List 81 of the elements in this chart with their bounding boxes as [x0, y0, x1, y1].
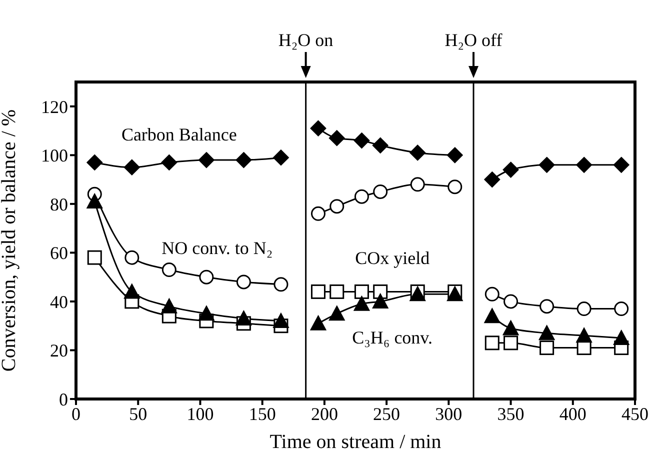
- point: [310, 315, 326, 330]
- x-tick-label: 50: [129, 404, 148, 424]
- point: [198, 306, 214, 321]
- point: [330, 199, 344, 214]
- y-tick-label: 60: [50, 243, 68, 264]
- point: [540, 340, 554, 356]
- point: [502, 162, 519, 178]
- point: [576, 302, 592, 316]
- point: [124, 250, 140, 265]
- point: [538, 156, 555, 173]
- series-label: NO conv. to N₂: [162, 238, 273, 258]
- y-tick-label: 40: [50, 292, 68, 312]
- point: [354, 189, 369, 204]
- point: [272, 150, 289, 166]
- point: [272, 312, 289, 328]
- point: [162, 262, 176, 278]
- point: [86, 154, 103, 170]
- point: [124, 284, 140, 299]
- point: [124, 159, 140, 176]
- point: [448, 180, 462, 194]
- y-tick-label: 100: [41, 146, 68, 166]
- point: [540, 299, 554, 314]
- point: [372, 293, 388, 308]
- point: [161, 154, 178, 170]
- point: [576, 328, 592, 343]
- point: [310, 120, 326, 136]
- y-tick-label: 0: [59, 389, 68, 410]
- point: [613, 330, 630, 346]
- point: [502, 320, 519, 336]
- point: [484, 308, 500, 324]
- x-tick-label: 400: [559, 404, 586, 424]
- point: [330, 284, 344, 299]
- point: [354, 132, 370, 149]
- point: [484, 172, 500, 188]
- point: [236, 152, 252, 168]
- x-tick-label: 450: [622, 404, 648, 424]
- ref-line-label: H₂O off: [444, 30, 502, 50]
- point: [161, 298, 178, 314]
- point: [484, 286, 500, 302]
- x-tick-label: 100: [186, 404, 214, 424]
- point: [86, 193, 103, 208]
- point: [354, 296, 370, 311]
- point: [87, 250, 102, 265]
- point: [373, 284, 388, 299]
- point: [373, 184, 388, 199]
- point: [484, 336, 500, 350]
- point: [328, 306, 345, 321]
- x-axis-title: Time on stream / min: [270, 431, 442, 453]
- y-tick-label: 120: [41, 96, 68, 117]
- point: [504, 336, 518, 350]
- point: [310, 284, 326, 299]
- point: [199, 270, 214, 284]
- y-axis-title: Conversion, yield or balance / %: [0, 109, 20, 372]
- ref-line-label: H₂O on: [278, 30, 334, 50]
- x-tick-label: 250: [373, 404, 400, 424]
- point: [236, 310, 252, 326]
- point: [614, 302, 629, 316]
- x-tick-label: 200: [310, 404, 338, 424]
- series-label: Carbon Balance: [121, 124, 237, 145]
- x-tick-label: 350: [497, 404, 524, 424]
- point: [410, 177, 425, 192]
- point: [198, 152, 214, 168]
- x-tick-label: 300: [435, 404, 462, 424]
- point: [328, 130, 345, 146]
- x-tick-label: 0: [72, 404, 80, 424]
- point: [372, 137, 388, 154]
- point: [236, 274, 251, 290]
- y-tick-label: 20: [50, 340, 68, 361]
- point: [274, 277, 288, 292]
- point: [310, 206, 326, 221]
- x-tick-label: 150: [248, 404, 276, 424]
- series-label: C₃H₆ conv.: [352, 328, 433, 348]
- point: [410, 144, 426, 161]
- point: [446, 147, 463, 164]
- point: [354, 284, 369, 299]
- point: [576, 156, 592, 173]
- point: [538, 325, 555, 340]
- y-tick-label: 80: [50, 194, 68, 214]
- point: [504, 294, 518, 309]
- point: [613, 156, 630, 173]
- series-label: COx yield: [355, 248, 430, 268]
